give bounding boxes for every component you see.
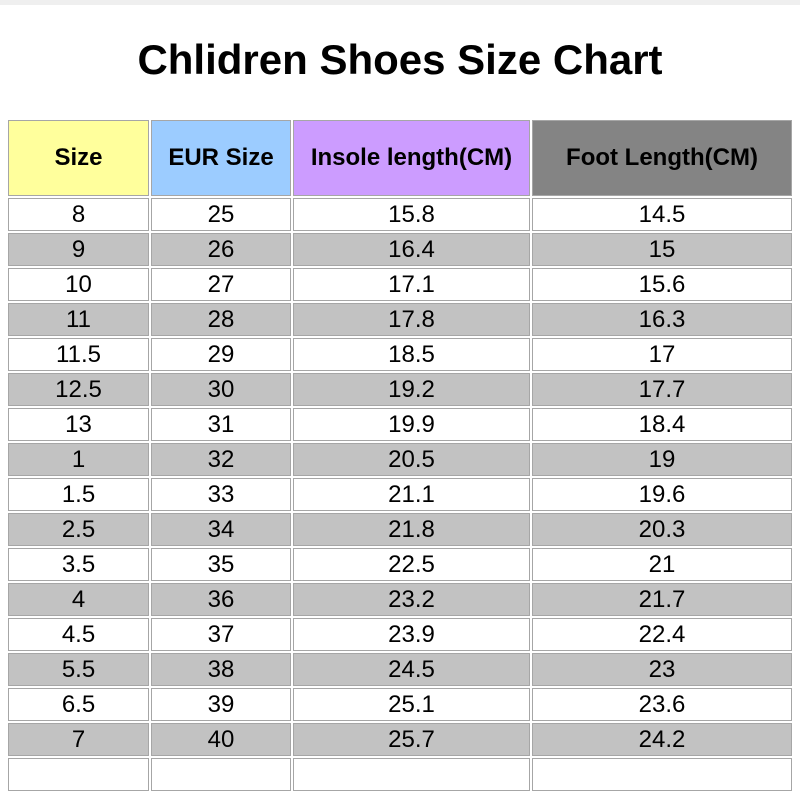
table-row: 12.5 30 19.2 17.7 <box>8 373 792 406</box>
size-cell: 13 <box>8 408 149 441</box>
size-cell: 7 <box>8 723 149 756</box>
header-row: Size EUR Size Insole length(CM) Foot Len… <box>8 120 792 196</box>
table-row: 8 25 15.8 14.5 <box>8 198 792 231</box>
insole-length-cell: 15.8 <box>293 198 530 231</box>
table-row: 1 32 20.5 19 <box>8 443 792 476</box>
insole-length-cell <box>293 758 530 791</box>
header-cell-insole-length: Insole length(CM) <box>293 120 530 196</box>
foot-length-cell: 23.6 <box>532 688 792 721</box>
size-cell: 8 <box>8 198 149 231</box>
eur-size-cell: 40 <box>151 723 291 756</box>
size-cell: 11.5 <box>8 338 149 371</box>
insole-length-cell: 24.5 <box>293 653 530 686</box>
insole-length-cell: 17.1 <box>293 268 530 301</box>
insole-length-cell: 19.2 <box>293 373 530 406</box>
eur-size-cell: 39 <box>151 688 291 721</box>
table-row: 7 40 25.7 24.2 <box>8 723 792 756</box>
size-cell: 9 <box>8 233 149 266</box>
table-row: 4.5 37 23.9 22.4 <box>8 618 792 651</box>
eur-size-cell: 26 <box>151 233 291 266</box>
table-row: 5.5 38 24.5 23 <box>8 653 792 686</box>
insole-length-cell: 17.8 <box>293 303 530 336</box>
foot-length-cell: 24.2 <box>532 723 792 756</box>
eur-size-cell: 36 <box>151 583 291 616</box>
eur-size-cell: 29 <box>151 338 291 371</box>
top-bar <box>0 0 800 5</box>
size-cell: 5.5 <box>8 653 149 686</box>
insole-length-cell: 21.8 <box>293 513 530 546</box>
table-row: 6.5 39 25.1 23.6 <box>8 688 792 721</box>
insole-length-cell: 25.1 <box>293 688 530 721</box>
eur-size-cell <box>151 758 291 791</box>
table-row: 10 27 17.1 15.6 <box>8 268 792 301</box>
table-row <box>8 758 792 791</box>
table-row: 9 26 16.4 15 <box>8 233 792 266</box>
foot-length-cell: 19.6 <box>532 478 792 511</box>
size-cell: 10 <box>8 268 149 301</box>
table-row: 2.5 34 21.8 20.3 <box>8 513 792 546</box>
size-cell: 4.5 <box>8 618 149 651</box>
size-table-body: 8 25 15.8 14.5 9 26 16.4 15 10 27 17.1 1… <box>8 198 792 791</box>
size-cell: 3.5 <box>8 548 149 581</box>
size-cell <box>8 758 149 791</box>
size-cell: 4 <box>8 583 149 616</box>
foot-length-cell: 18.4 <box>532 408 792 441</box>
insole-length-cell: 19.9 <box>293 408 530 441</box>
eur-size-cell: 32 <box>151 443 291 476</box>
foot-length-cell: 16.3 <box>532 303 792 336</box>
foot-length-cell: 22.4 <box>532 618 792 651</box>
insole-length-cell: 22.5 <box>293 548 530 581</box>
foot-length-cell: 23 <box>532 653 792 686</box>
table-row: 11.5 29 18.5 17 <box>8 338 792 371</box>
table-row: 4 36 23.2 21.7 <box>8 583 792 616</box>
insole-length-cell: 20.5 <box>293 443 530 476</box>
header-cell-eur-size: EUR Size <box>151 120 291 196</box>
insole-length-cell: 23.2 <box>293 583 530 616</box>
eur-size-cell: 31 <box>151 408 291 441</box>
foot-length-cell: 15 <box>532 233 792 266</box>
header-cell-foot-length: Foot Length(CM) <box>532 120 792 196</box>
size-cell: 11 <box>8 303 149 336</box>
foot-length-cell <box>532 758 792 791</box>
insole-length-cell: 23.9 <box>293 618 530 651</box>
header-cell-size: Size <box>8 120 149 196</box>
foot-length-cell: 14.5 <box>532 198 792 231</box>
eur-size-cell: 28 <box>151 303 291 336</box>
eur-size-cell: 38 <box>151 653 291 686</box>
insole-length-cell: 25.7 <box>293 723 530 756</box>
foot-length-cell: 20.3 <box>532 513 792 546</box>
insole-length-cell: 18.5 <box>293 338 530 371</box>
eur-size-cell: 30 <box>151 373 291 406</box>
size-cell: 1.5 <box>8 478 149 511</box>
table-row: 3.5 35 22.5 21 <box>8 548 792 581</box>
eur-size-cell: 35 <box>151 548 291 581</box>
foot-length-cell: 17 <box>532 338 792 371</box>
eur-size-cell: 33 <box>151 478 291 511</box>
page-title: Chlidren Shoes Size Chart <box>137 36 663 83</box>
eur-size-cell: 37 <box>151 618 291 651</box>
insole-length-cell: 16.4 <box>293 233 530 266</box>
size-cell: 6.5 <box>8 688 149 721</box>
insole-length-cell: 21.1 <box>293 478 530 511</box>
eur-size-cell: 27 <box>151 268 291 301</box>
size-cell: 1 <box>8 443 149 476</box>
foot-length-cell: 21.7 <box>532 583 792 616</box>
foot-length-cell: 19 <box>532 443 792 476</box>
size-chart-table: Size EUR Size Insole length(CM) Foot Len… <box>6 118 794 793</box>
size-cell: 12.5 <box>8 373 149 406</box>
foot-length-cell: 15.6 <box>532 268 792 301</box>
size-cell: 2.5 <box>8 513 149 546</box>
table-row: 13 31 19.9 18.4 <box>8 408 792 441</box>
table-row: 1.5 33 21.1 19.6 <box>8 478 792 511</box>
foot-length-cell: 17.7 <box>532 373 792 406</box>
foot-length-cell: 21 <box>532 548 792 581</box>
eur-size-cell: 25 <box>151 198 291 231</box>
eur-size-cell: 34 <box>151 513 291 546</box>
table-row: 11 28 17.8 16.3 <box>8 303 792 336</box>
